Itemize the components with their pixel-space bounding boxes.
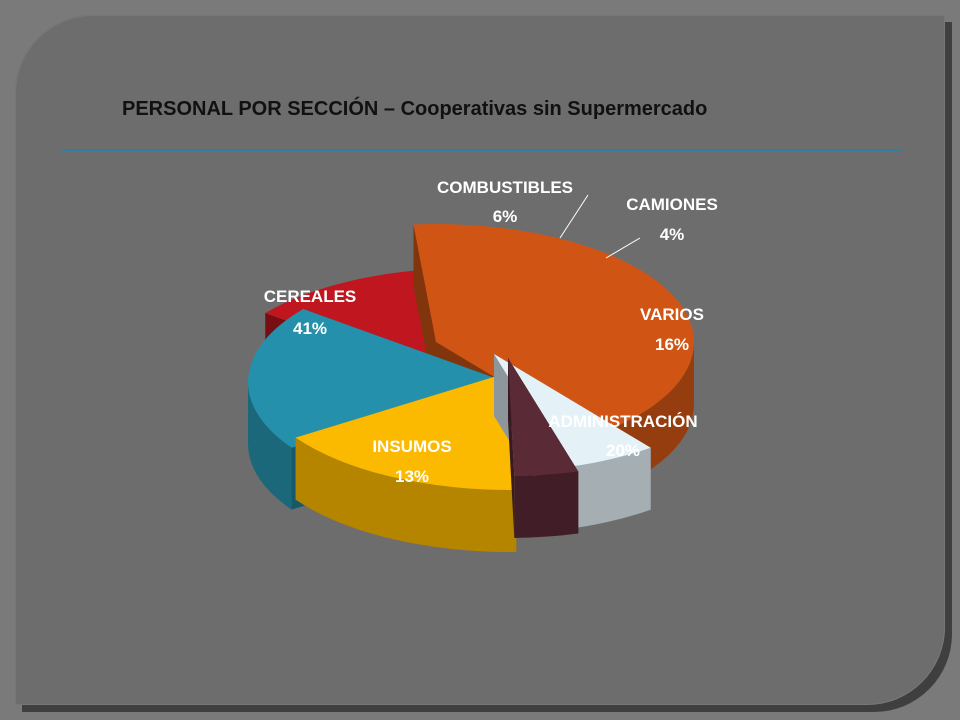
slice-label-cereales: CEREALES xyxy=(264,287,357,306)
pie-slice-varios xyxy=(295,372,517,552)
chart-title: PERSONAL POR SECCIÓN – Cooperativas sin … xyxy=(122,98,708,120)
slice-label-camiones: CAMIONES xyxy=(626,195,718,214)
slice-label-administración: ADMINISTRACIÓN xyxy=(548,412,697,431)
slice-label-varios: VARIOS xyxy=(640,305,704,324)
leader-line-combustibles xyxy=(559,194,589,239)
pie-slices xyxy=(248,224,694,552)
leader-lines xyxy=(559,194,641,259)
slice-value-cereales: 41% xyxy=(293,319,327,338)
slice-value-camiones: 4% xyxy=(660,225,685,244)
slice-value-insumos: 13% xyxy=(395,467,429,486)
slice-value-administración: 20% xyxy=(606,441,640,460)
slice-labels: CEREALES 41% COMBUSTIBLES 6% CAMIONES 4% VARIO… xyxy=(264,178,718,486)
leader-line-camiones xyxy=(605,237,641,259)
slice-value-combustibles: 6% xyxy=(493,207,518,226)
slice-value-varios: 16% xyxy=(655,335,689,354)
slice-label-insumos: INSUMOS xyxy=(372,437,451,456)
slice-label-combustibles: COMBUSTIBLES xyxy=(437,178,573,197)
title-divider xyxy=(62,149,902,151)
pie-slice-camiones xyxy=(508,358,579,538)
